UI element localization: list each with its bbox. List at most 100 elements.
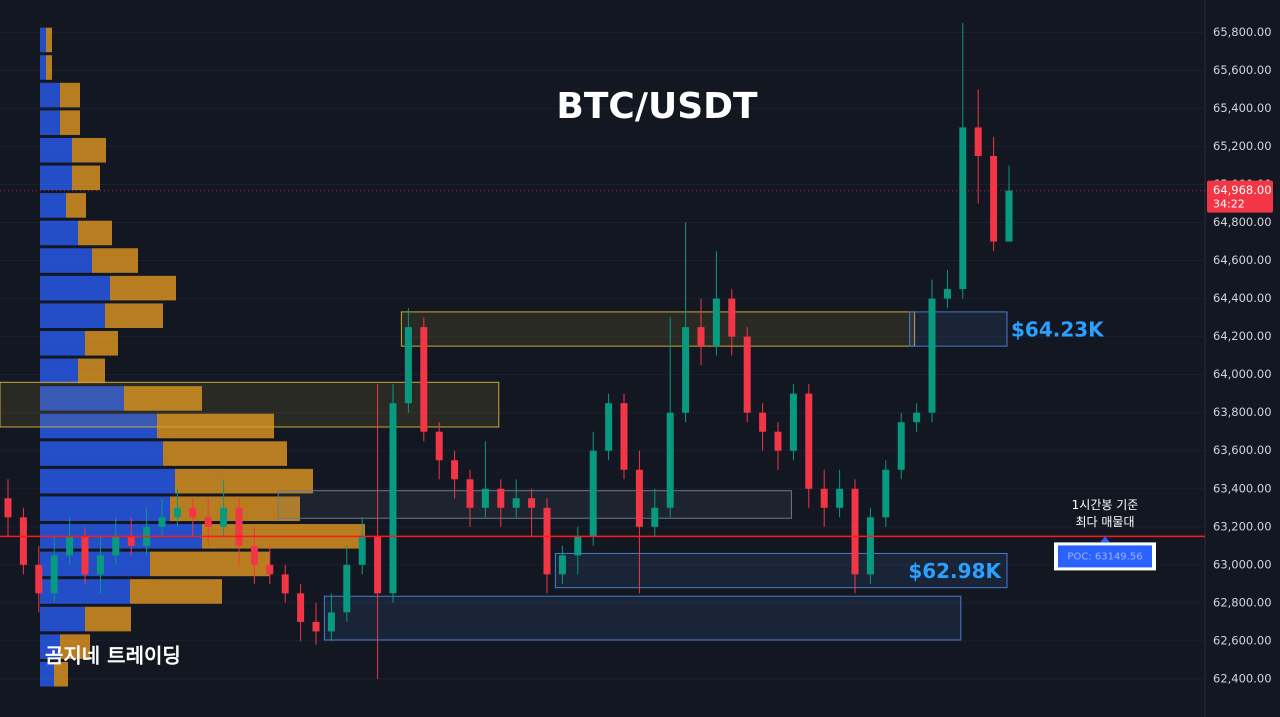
volume-buy bbox=[40, 661, 54, 687]
candle-body bbox=[743, 336, 751, 413]
y-tick-label: 64,000.00 bbox=[1213, 367, 1272, 381]
candle-body bbox=[481, 488, 489, 508]
y-tick-label: 64,200.00 bbox=[1213, 329, 1272, 343]
candle-body bbox=[50, 555, 58, 594]
candle-body bbox=[250, 545, 258, 565]
zones bbox=[0, 311, 1008, 641]
candle-body bbox=[836, 488, 844, 508]
candle-body bbox=[66, 536, 74, 556]
volume-sell bbox=[150, 551, 270, 577]
zone-label: $62.98K bbox=[908, 559, 1002, 583]
y-tick-label: 64,800.00 bbox=[1213, 215, 1272, 229]
y-tick-label: 63,400.00 bbox=[1213, 481, 1272, 495]
volume-buy bbox=[40, 496, 170, 522]
volume-sell bbox=[60, 110, 80, 135]
candle-body bbox=[235, 507, 243, 546]
y-tick-label: 63,600.00 bbox=[1213, 443, 1272, 457]
volume-sell bbox=[72, 165, 100, 191]
volume-buy bbox=[40, 165, 72, 191]
candle-body bbox=[420, 327, 428, 432]
candle-body bbox=[697, 327, 705, 347]
candle-body bbox=[820, 488, 828, 508]
volume-buy bbox=[40, 386, 124, 411]
candle-body bbox=[4, 498, 12, 518]
volume-profile bbox=[40, 27, 365, 687]
y-tick-label: 65,200.00 bbox=[1213, 139, 1272, 153]
volume-sell bbox=[110, 275, 176, 301]
candle-body bbox=[774, 431, 782, 451]
candle-body bbox=[96, 555, 104, 575]
last-price-label: 64,968.00 bbox=[1213, 183, 1272, 197]
y-tick-label: 64,400.00 bbox=[1213, 291, 1272, 305]
candle-body bbox=[112, 536, 120, 556]
volume-buy bbox=[40, 27, 46, 53]
volume-sell bbox=[124, 386, 202, 411]
candle-body bbox=[882, 469, 890, 518]
candle-body bbox=[127, 536, 135, 546]
candle-body bbox=[404, 327, 412, 404]
y-tick-label: 64,600.00 bbox=[1213, 253, 1272, 267]
volume-buy bbox=[40, 193, 66, 218]
volume-sell bbox=[46, 55, 52, 80]
overlay: 62,400.00 62,600.00 62,800.00 63,000.00 63,2… bbox=[0, 25, 1273, 685]
volume-sell bbox=[78, 358, 105, 384]
candle-body bbox=[435, 431, 443, 461]
candle-body bbox=[281, 574, 289, 594]
volume-sell bbox=[54, 661, 68, 687]
volume-buy bbox=[40, 330, 85, 356]
candle-body bbox=[928, 298, 936, 413]
zone-label: $64.23K bbox=[1011, 318, 1105, 342]
y-tick-label: 62,800.00 bbox=[1213, 595, 1272, 609]
candle-body bbox=[759, 412, 767, 432]
candle-body bbox=[682, 327, 690, 413]
y-tick-label: 65,800.00 bbox=[1213, 25, 1272, 39]
candle-body bbox=[866, 517, 874, 575]
poc-pointer bbox=[1100, 536, 1110, 543]
volume-buy bbox=[40, 248, 92, 273]
y-tick-label: 63,000.00 bbox=[1213, 557, 1272, 571]
volume-sell bbox=[157, 413, 274, 439]
candle-body bbox=[605, 403, 613, 451]
volume-sell bbox=[130, 579, 222, 604]
poc-box bbox=[1058, 545, 1152, 568]
candle-body bbox=[358, 536, 366, 565]
volume-sell bbox=[66, 193, 86, 218]
chart-title: BTC/USDT bbox=[556, 86, 758, 127]
volume-sell bbox=[72, 137, 106, 163]
candle-body bbox=[528, 498, 536, 508]
volume-buy bbox=[40, 275, 110, 301]
candle-body bbox=[558, 555, 566, 575]
zone bbox=[554, 552, 1008, 589]
volume-buy bbox=[40, 358, 78, 384]
volume-buy bbox=[40, 468, 175, 494]
y-tick-label: 65,400.00 bbox=[1213, 101, 1272, 115]
candle-body bbox=[466, 479, 474, 508]
candle-body bbox=[913, 412, 921, 423]
zone bbox=[0, 381, 500, 428]
candle-body bbox=[343, 564, 351, 613]
volume-sell bbox=[46, 27, 52, 53]
volume-sell bbox=[60, 82, 80, 108]
y-tick-label: 63,800.00 bbox=[1213, 405, 1272, 419]
watermark: 곰지네 트레이딩 bbox=[45, 644, 181, 668]
candle-body bbox=[712, 298, 720, 347]
volume-sell bbox=[60, 634, 90, 659]
y-tick-label: 63,200.00 bbox=[1213, 519, 1272, 533]
candle-body bbox=[851, 488, 859, 575]
candle-body bbox=[189, 507, 197, 518]
countdown: 34:22 bbox=[1213, 198, 1245, 211]
candle-body bbox=[728, 298, 736, 337]
y-tick-label: 65,600.00 bbox=[1213, 63, 1272, 77]
candle-body bbox=[1005, 190, 1013, 242]
candle-body bbox=[635, 469, 643, 527]
candle-body bbox=[312, 621, 320, 632]
candle-body bbox=[497, 488, 505, 508]
candle-body bbox=[158, 517, 166, 527]
volume-sell bbox=[85, 606, 131, 632]
candle-body bbox=[897, 422, 905, 470]
candle-body bbox=[943, 289, 951, 299]
volume-buy bbox=[40, 441, 163, 466]
candle-body bbox=[327, 612, 335, 632]
candle-body bbox=[389, 403, 397, 594]
volume-sell bbox=[78, 220, 112, 246]
